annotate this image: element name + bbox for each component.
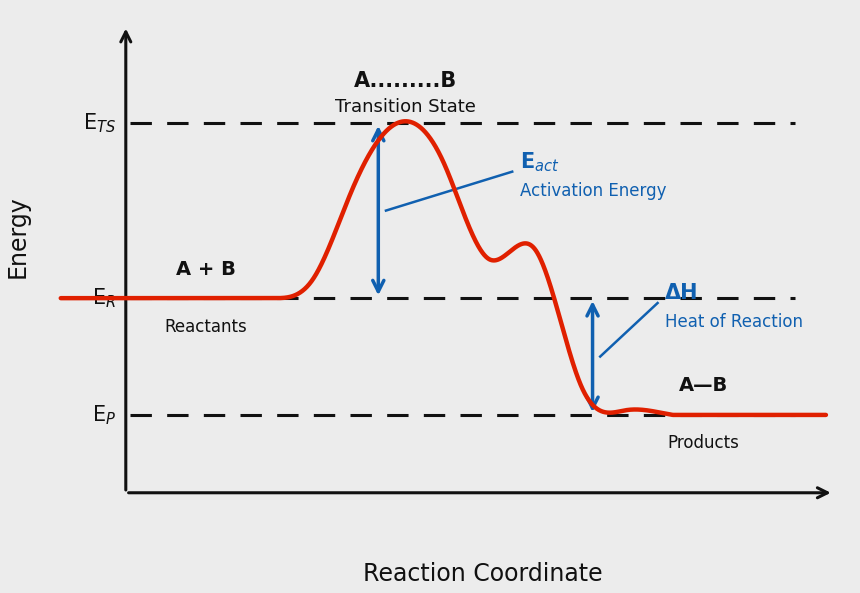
Text: Reactants: Reactants <box>165 318 248 336</box>
Text: Transition State: Transition State <box>335 98 476 116</box>
Text: E$_{TS}$: E$_{TS}$ <box>83 111 116 135</box>
Text: E$_{R}$: E$_{R}$ <box>92 286 116 310</box>
Text: Energy: Energy <box>5 195 29 278</box>
Text: ΔH: ΔH <box>666 283 698 303</box>
Text: Heat of Reaction: Heat of Reaction <box>666 314 803 331</box>
Text: Products: Products <box>667 435 740 452</box>
Text: A + B: A + B <box>176 260 236 279</box>
Text: Activation Energy: Activation Energy <box>519 182 666 200</box>
Text: E$_{P}$: E$_{P}$ <box>92 403 116 427</box>
Text: E$_{act}$: E$_{act}$ <box>519 150 560 174</box>
Text: A.........B: A.........B <box>353 71 457 91</box>
Text: Reaction Coordinate: Reaction Coordinate <box>363 562 603 586</box>
Text: A—B: A—B <box>679 377 728 396</box>
